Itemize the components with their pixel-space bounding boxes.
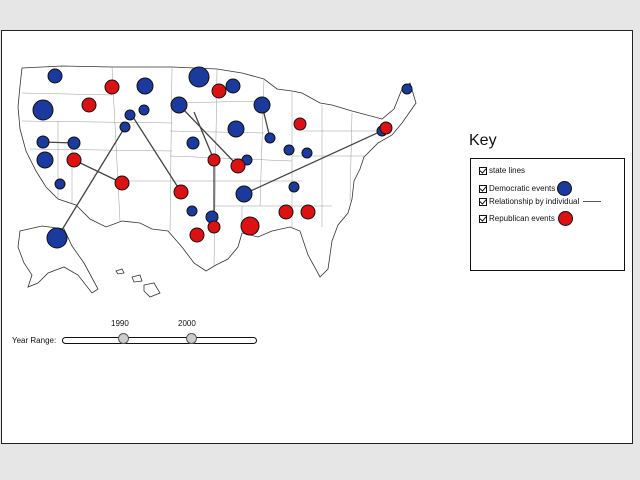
democratic-event[interactable]	[170, 96, 188, 114]
democratic-events[interactable]	[32, 66, 413, 249]
visualization-frame: Key state lines Democratic events Relati…	[1, 30, 633, 444]
key-title: Key	[469, 132, 497, 149]
republican-events[interactable]	[66, 79, 393, 243]
democratic-event[interactable]	[136, 77, 154, 95]
key-item-relationship[interactable]: Relationship by individual	[479, 197, 602, 206]
key-panel: state lines Democratic events Relationsh…	[470, 158, 625, 271]
democratic-event[interactable]	[235, 185, 253, 203]
democratic-event[interactable]	[186, 136, 200, 150]
democratic-event[interactable]	[253, 96, 271, 114]
republican-event[interactable]	[66, 152, 82, 168]
key-item-republican-events[interactable]: Republican events	[479, 211, 573, 226]
democratic-event[interactable]	[119, 121, 131, 133]
blue-circle-icon	[557, 181, 573, 196]
republican-event[interactable]	[104, 79, 120, 95]
republican-events-label: Republican events	[489, 214, 555, 223]
republican-event[interactable]	[379, 121, 393, 135]
democratic-event[interactable]	[188, 66, 210, 88]
state-lines	[21, 66, 382, 268]
republican-events-checkbox[interactable]	[479, 214, 487, 223]
hawaii-outline	[115, 268, 161, 298]
alaska-outline	[17, 225, 99, 294]
democratic-event[interactable]	[283, 144, 295, 156]
democratic-event[interactable]	[138, 104, 150, 116]
democratic-event[interactable]	[54, 178, 66, 190]
democratic-event[interactable]	[288, 181, 300, 193]
democratic-event[interactable]	[46, 227, 68, 249]
year-range-label: Year Range:	[12, 336, 57, 345]
red-circle-icon	[557, 211, 573, 226]
democratic-event[interactable]	[225, 78, 241, 94]
us-map	[17, 65, 417, 298]
lower-year-label: 1990	[111, 319, 129, 328]
democratic-event[interactable]	[264, 132, 276, 144]
democratic-event[interactable]	[401, 83, 413, 95]
year-range-slider[interactable]: Year Range: 1990 2000	[10, 317, 270, 357]
republican-event[interactable]	[240, 216, 260, 236]
democratic-event[interactable]	[36, 135, 50, 149]
democratic-event[interactable]	[301, 147, 313, 159]
democratic-event[interactable]	[36, 151, 54, 169]
republican-event[interactable]	[278, 204, 294, 220]
democratic-event[interactable]	[227, 120, 245, 138]
republican-event[interactable]	[300, 204, 316, 220]
key-item-state-lines[interactable]: state lines	[479, 166, 525, 175]
us-outline	[17, 65, 417, 278]
democratic-event[interactable]	[124, 109, 136, 121]
republican-event[interactable]	[207, 220, 221, 234]
republican-event[interactable]	[114, 175, 130, 191]
republican-event[interactable]	[293, 117, 307, 131]
slider-track[interactable]	[62, 337, 257, 344]
republican-event[interactable]	[211, 83, 227, 99]
republican-event[interactable]	[207, 153, 221, 167]
relationship-label: Relationship by individual	[489, 197, 580, 206]
republican-event[interactable]	[81, 97, 97, 113]
relationship-checkbox[interactable]	[479, 197, 487, 206]
republican-event[interactable]	[230, 158, 246, 174]
republican-event[interactable]	[189, 227, 205, 243]
state-lines-label: state lines	[489, 166, 526, 175]
democratic-event[interactable]	[32, 99, 54, 121]
upper-year-label: 2000	[178, 319, 196, 328]
democratic-event[interactable]	[186, 205, 198, 217]
democratic-events-checkbox[interactable]	[479, 184, 487, 193]
republican-event[interactable]	[173, 184, 189, 200]
state-lines-checkbox[interactable]	[479, 166, 487, 175]
democratic-event[interactable]	[47, 68, 63, 84]
upper-year-handle[interactable]	[186, 333, 197, 344]
lower-year-handle[interactable]	[118, 333, 129, 344]
line-icon	[583, 201, 602, 202]
key-item-democratic-events[interactable]: Democratic events	[479, 181, 573, 196]
democratic-events-label: Democratic events	[489, 184, 556, 193]
democratic-event[interactable]	[67, 136, 81, 150]
